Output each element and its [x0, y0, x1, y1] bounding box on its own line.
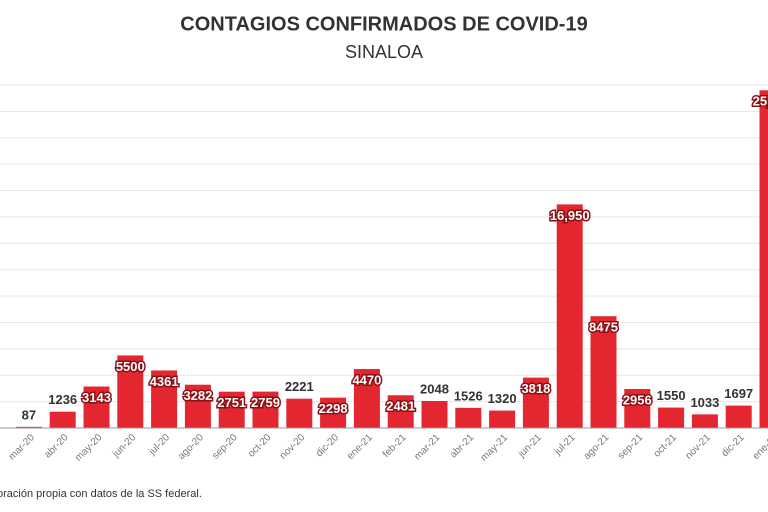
bar [252, 391, 279, 428]
x-tick-label: oct-20 [246, 432, 274, 460]
value-label: 1236 [48, 392, 77, 407]
bar [691, 414, 718, 428]
value-label: 4470 [352, 372, 381, 387]
x-tick-label: mar-21 [412, 432, 442, 462]
value-label: 3282 [183, 388, 212, 403]
bar [184, 384, 211, 428]
bar [151, 370, 178, 428]
value-label: 16,950 [550, 208, 590, 223]
value-label: 3143 [82, 390, 111, 405]
bar [725, 405, 752, 428]
bar [455, 407, 482, 428]
x-tick-label: may-21 [479, 432, 511, 464]
x-tick-label: abr-20 [42, 432, 71, 461]
bar [556, 204, 583, 428]
x-tick-label: oct-21 [652, 432, 680, 460]
bar [49, 411, 76, 428]
x-tick-label: sep-21 [616, 432, 646, 462]
value-label: 2048 [420, 381, 449, 396]
x-tick-label: dic-20 [314, 432, 341, 459]
bar [522, 377, 549, 428]
x-tick-label: dic-21 [720, 432, 747, 459]
value-label: 8475 [589, 320, 618, 335]
bar [658, 407, 685, 428]
x-tick-label: nov-21 [683, 432, 713, 462]
x-tick-label: sep-20 [210, 432, 240, 462]
value-label: 1033 [690, 395, 719, 410]
value-label: 5500 [116, 359, 145, 374]
x-tick-label: jun-21 [516, 432, 544, 460]
bar [489, 410, 516, 428]
bar [759, 90, 768, 429]
bar [15, 426, 42, 428]
value-label: 2956 [623, 392, 652, 407]
source-note: Elaboración propia con datos de la SS fe… [0, 488, 202, 500]
value-label: 87 [22, 407, 36, 422]
bar [353, 369, 380, 428]
x-tick-label: may-20 [73, 432, 105, 464]
bar [590, 316, 617, 428]
value-label: 2481 [386, 399, 415, 414]
value-label: 3818 [521, 381, 550, 396]
x-tick-label: jul-21 [552, 432, 578, 458]
value-label: 2751 [217, 395, 246, 410]
bar [117, 355, 144, 428]
value-label: 1697 [724, 386, 753, 401]
x-tick-label: ago-20 [176, 432, 206, 462]
x-tick-label: jul-20 [146, 432, 172, 458]
x-tick-label: abr-21 [448, 432, 477, 461]
x-tick-label: feb-21 [381, 432, 409, 460]
x-tick-label: ago-21 [582, 432, 612, 462]
bar [421, 400, 448, 428]
bar [624, 389, 651, 428]
value-label: 2221 [285, 379, 314, 394]
value-label: 2298 [319, 401, 348, 416]
x-tick-label: mar-20 [7, 432, 37, 462]
x-tick-label: ene-22 [751, 432, 768, 462]
x-tick-label: nov-20 [278, 432, 308, 462]
bar [83, 386, 110, 428]
value-label: 25,600 [753, 94, 768, 109]
bar [218, 391, 245, 428]
value-label: 2759 [251, 395, 280, 410]
value-label: 4361 [150, 374, 179, 389]
value-label: 1526 [454, 388, 483, 403]
value-label: 1320 [488, 391, 517, 406]
x-tick-label: ene-21 [345, 432, 375, 462]
chart-title: CONTAGIOS CONFIRMADOS DE COVID-19 [180, 13, 587, 35]
bar [320, 397, 347, 428]
value-label: 1550 [657, 388, 686, 403]
bar [286, 398, 313, 428]
chart-subtitle: SINALOA [345, 42, 423, 62]
x-tick-label: jun-20 [110, 432, 138, 460]
bar [387, 395, 414, 428]
